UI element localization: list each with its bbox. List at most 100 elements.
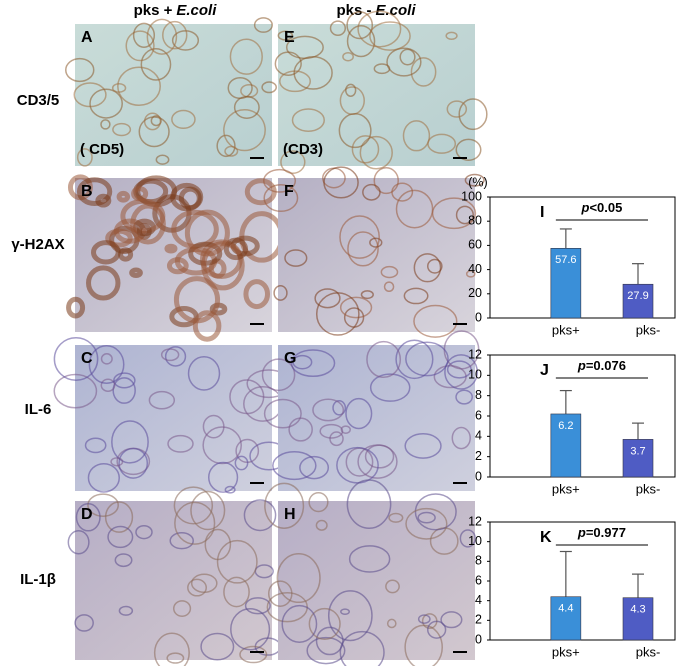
tissue-gland bbox=[53, 373, 98, 409]
tissue-gland bbox=[339, 296, 373, 319]
tissue-gland bbox=[234, 455, 249, 471]
tissue-gland bbox=[455, 205, 474, 225]
micrograph bbox=[278, 345, 475, 491]
y-tick-label: 100 bbox=[461, 189, 482, 203]
tissue-gland bbox=[243, 279, 271, 310]
tissue-gland bbox=[455, 389, 473, 405]
tissue-gland bbox=[153, 632, 190, 666]
y-tick-label: 80 bbox=[468, 213, 482, 227]
tissue-gland bbox=[445, 31, 458, 40]
column-header-italic: E.coli bbox=[376, 2, 417, 19]
tissue-gland bbox=[216, 134, 236, 158]
tissue-gland bbox=[129, 267, 143, 279]
tissue-gland bbox=[136, 223, 152, 240]
micrograph bbox=[75, 345, 272, 491]
tissue-gland bbox=[104, 501, 134, 533]
row-label: CD3/5 bbox=[17, 92, 60, 109]
tissue-gland bbox=[174, 501, 216, 545]
tissue-gland bbox=[170, 182, 204, 212]
tissue-gland bbox=[118, 447, 149, 479]
tissue-gland bbox=[280, 150, 306, 175]
tissue-gland bbox=[190, 573, 218, 593]
tissue-gland bbox=[451, 426, 471, 450]
panel-letter: H bbox=[284, 506, 296, 523]
tissue-gland bbox=[348, 545, 391, 573]
tissue-gland bbox=[169, 532, 194, 550]
tissue-gland bbox=[426, 620, 447, 639]
tissue-gland bbox=[223, 237, 249, 261]
tissue-gland bbox=[66, 296, 86, 319]
tissue-gland bbox=[340, 425, 351, 434]
tissue-gland bbox=[362, 183, 381, 201]
tissue-gland bbox=[244, 597, 271, 615]
tissue-gland bbox=[140, 48, 172, 81]
tissue-gland bbox=[130, 203, 166, 245]
tissue-gland bbox=[166, 652, 185, 664]
tissue-gland bbox=[112, 377, 136, 404]
column-header: pks + E.coli bbox=[134, 2, 218, 19]
tissue-gland bbox=[345, 83, 357, 97]
x-tick-label: pks+ bbox=[552, 644, 580, 659]
bar bbox=[622, 283, 654, 319]
tissue-gland bbox=[116, 190, 131, 203]
data-label: 4.3 bbox=[630, 604, 645, 616]
significance-annotation: p<0.05 bbox=[580, 200, 622, 215]
tissue-gland bbox=[118, 247, 134, 262]
tissue-gland bbox=[224, 485, 236, 494]
tissue-gland bbox=[332, 400, 347, 416]
tissue-gland bbox=[74, 614, 94, 632]
tissue-gland bbox=[272, 451, 317, 481]
bar bbox=[622, 597, 654, 641]
y-tick-label: 20 bbox=[468, 286, 482, 300]
tissue-gland bbox=[114, 553, 133, 568]
tissue-gland bbox=[446, 100, 468, 118]
tissue-gland bbox=[290, 349, 336, 378]
tissue-gland bbox=[284, 249, 308, 267]
y-tick-label: 6 bbox=[475, 408, 482, 422]
tissue-gland bbox=[184, 209, 230, 257]
tissue-gland bbox=[67, 529, 90, 555]
x-tick-label: pks- bbox=[636, 481, 661, 496]
tissue-gland bbox=[373, 63, 391, 75]
tissue-gland bbox=[76, 177, 113, 206]
tissue-gland bbox=[117, 66, 161, 107]
tissue-gland bbox=[417, 614, 431, 624]
tissue-gland bbox=[327, 590, 373, 642]
data-label: 4.4 bbox=[558, 603, 573, 615]
tissue-gland bbox=[187, 578, 207, 597]
tissue-gland bbox=[360, 290, 374, 300]
tissue-gland bbox=[224, 145, 239, 157]
tissue-gland bbox=[293, 56, 333, 90]
tissue-gland bbox=[105, 228, 133, 248]
tissue-gland bbox=[444, 354, 479, 390]
tissue-gland bbox=[86, 265, 121, 301]
y-tick-label: 12 bbox=[468, 514, 482, 528]
tissue-gland bbox=[385, 579, 400, 594]
tissue-gland bbox=[314, 288, 341, 309]
y-tick-label: 2 bbox=[475, 449, 482, 463]
data-label: 27.9 bbox=[627, 290, 648, 302]
tissue-gland bbox=[164, 243, 178, 254]
tissue-gland bbox=[263, 398, 302, 429]
panel-letter: I bbox=[540, 204, 544, 221]
tissue-gland bbox=[380, 265, 399, 279]
tissue-gland bbox=[277, 30, 294, 41]
tissue-gland bbox=[167, 434, 194, 453]
tissue-gland bbox=[155, 154, 170, 165]
tissue-gland bbox=[200, 632, 235, 661]
tissue-gland bbox=[276, 553, 321, 604]
y-tick-label: 0 bbox=[475, 632, 482, 646]
tissue-gland bbox=[135, 525, 153, 540]
tissue-gland bbox=[386, 618, 397, 629]
tissue-gland bbox=[112, 122, 132, 137]
tissue-gland bbox=[110, 457, 124, 467]
tissue-gland bbox=[366, 340, 402, 379]
tissue-gland bbox=[125, 30, 155, 62]
data-label: 57.6 bbox=[555, 254, 576, 266]
tissue-gland bbox=[267, 580, 293, 607]
tissue-gland bbox=[323, 166, 359, 199]
panel-letter: D bbox=[81, 506, 93, 523]
column-header-text: pks + bbox=[134, 2, 173, 19]
tissue-gland bbox=[292, 354, 313, 370]
tissue-gland bbox=[173, 486, 214, 525]
